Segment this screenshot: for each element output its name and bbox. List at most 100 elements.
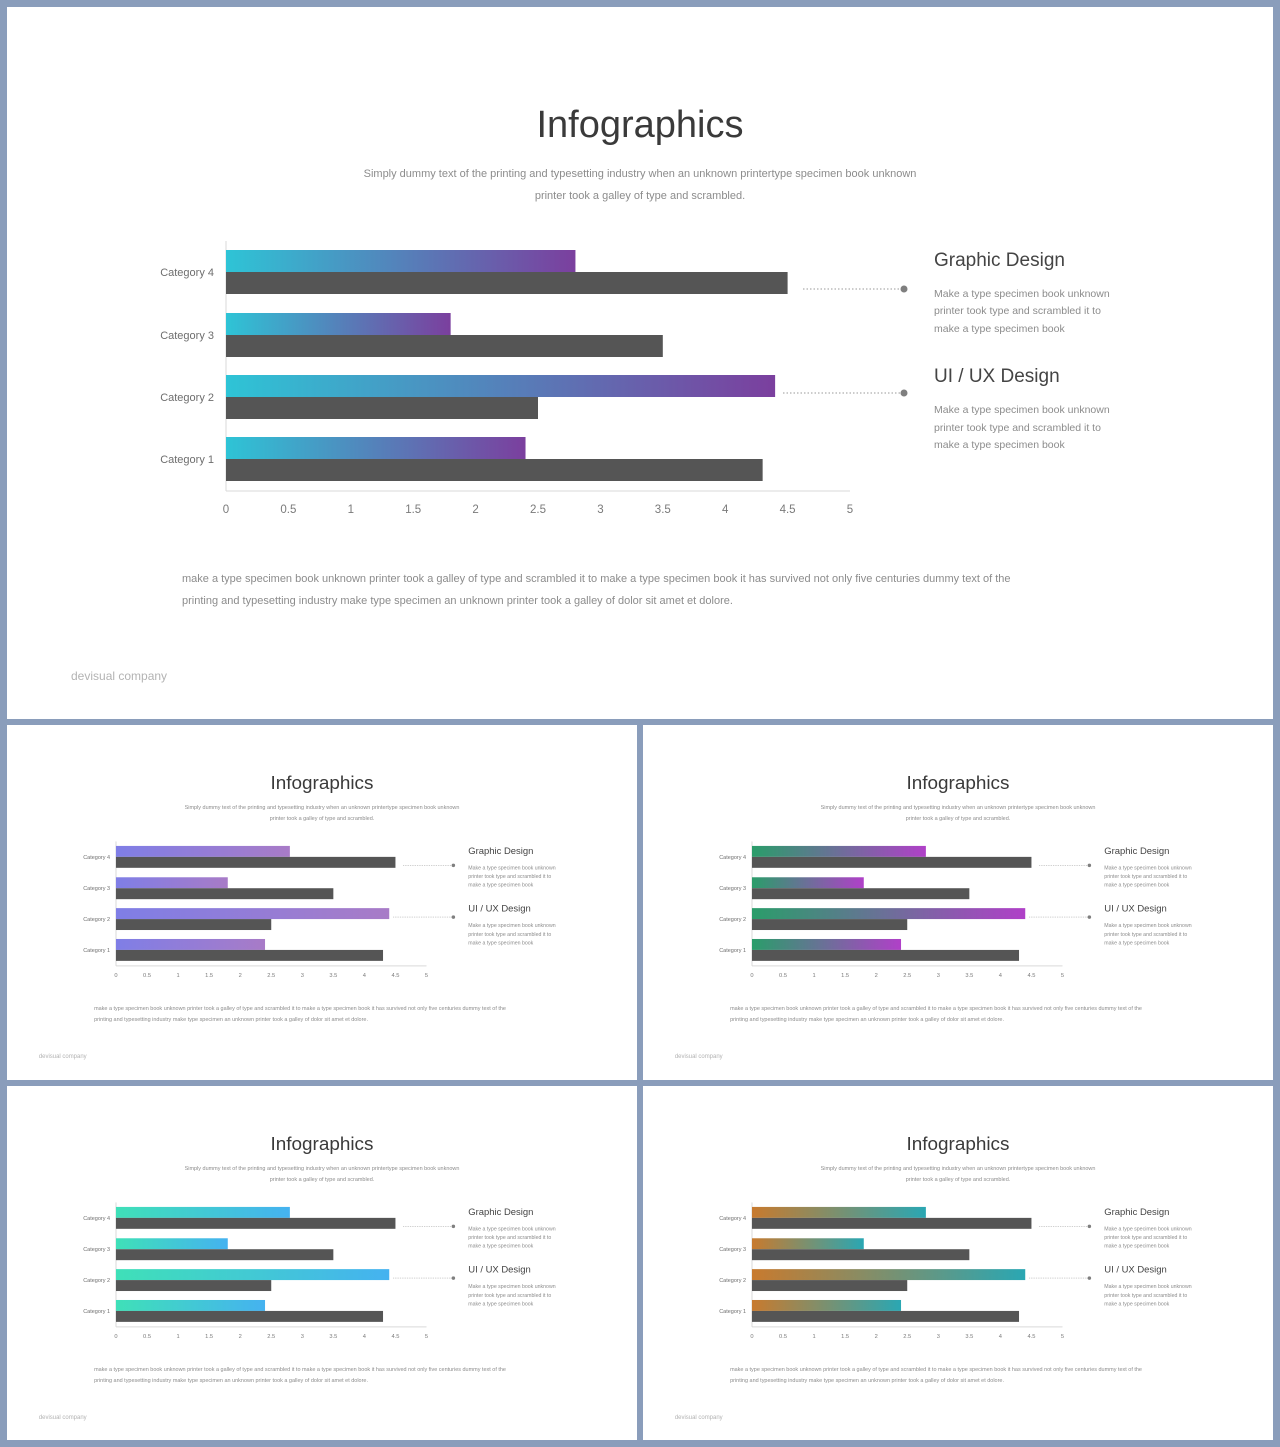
x-tick-label: 2 — [875, 973, 878, 979]
x-tick-label: 3 — [301, 973, 304, 979]
point-description-line: printer took type and scrambled it to — [468, 932, 551, 938]
bar-series-1 — [751, 1269, 1026, 1281]
x-tick-label: 3 — [597, 504, 603, 516]
slide-variant-4: Infographics Simply dummy text of the pri… — [643, 1086, 1273, 1440]
body-text-line-1: make a type specimen book unknown printe… — [94, 1367, 506, 1374]
x-tick-label: 5 — [425, 1334, 428, 1340]
bar-series-2 — [751, 1217, 1032, 1229]
x-tick-label: 0.5 — [779, 1334, 787, 1340]
point-title: Graphic Design — [468, 846, 533, 857]
point-title: UI / UX Design — [1104, 1265, 1166, 1276]
point-description-line: make a type specimen book — [934, 323, 1065, 335]
point-description-line: printer took type and scrambled it to — [1104, 1235, 1187, 1241]
bar-series-2 — [115, 856, 396, 868]
x-tick-label: 4.5 — [780, 504, 796, 516]
x-tick-label: 1.5 — [405, 504, 421, 516]
point-description-line: Make a type specimen book unknown — [1104, 1226, 1191, 1232]
x-tick-label: 2 — [875, 1334, 878, 1340]
x-tick-label: 4 — [999, 1334, 1003, 1340]
bar-chart: 0 0.5 1 1.5 2 2.5 3 3.5 4 4.5 5 Category 1 Category … — [83, 1202, 556, 1340]
bar-chart: 0 0.5 1 1.5 2 2.5 3 3.5 4 4.5 5 Category 1 Category … — [83, 841, 556, 979]
bar-series-1 — [115, 1238, 228, 1250]
x-tick-label: 1 — [176, 973, 179, 979]
company-footer: devisual company — [674, 1415, 723, 1422]
x-tick-label: 1.5 — [841, 973, 849, 979]
body-text-line-2: printing and typesetting industry make t… — [94, 1378, 368, 1385]
connector-dot-icon — [451, 1276, 456, 1280]
x-tick-label: 1 — [176, 1334, 179, 1340]
x-tick-label: 1 — [812, 973, 815, 979]
x-tick-label: 4 — [363, 973, 367, 979]
point-description-line: printer took type and scrambled it to — [934, 305, 1101, 317]
category-label: Category 3 — [83, 1247, 110, 1253]
point-description-line: Make a type specimen book unknown — [1104, 865, 1191, 871]
slide-subtitle-line-1: Simply dummy text of the printing and ty… — [363, 168, 917, 180]
slide-subtitle-line-1: Simply dummy text of the printing and ty… — [820, 1165, 1096, 1172]
slide-subtitle-line-2: printer took a galley of type and scramb… — [905, 815, 1011, 822]
x-tick-label: 3.5 — [329, 1334, 337, 1340]
bar-series-1 — [115, 908, 390, 920]
x-tick-label: 5 — [425, 973, 428, 979]
point-title: UI / UX Design — [468, 1265, 530, 1276]
point-title: Graphic Design — [1104, 1207, 1169, 1218]
point-description-line: Make a type specimen book unknown — [468, 1284, 555, 1290]
x-tick-label: 0 — [223, 504, 229, 516]
body-text-line-2: printing and typesetting industry make t… — [182, 595, 733, 607]
bar-series-1 — [226, 313, 451, 335]
x-tick-label: 2.5 — [267, 1334, 275, 1340]
point-description-line: Make a type specimen book unknown — [934, 288, 1110, 300]
category-label: Category 1 — [83, 948, 110, 954]
x-tick-label: 5 — [847, 504, 853, 516]
category-label: Category 3 — [83, 886, 110, 892]
x-tick-label: 0 — [114, 1334, 117, 1340]
point-description-line: printer took type and scrambled it to — [1104, 1293, 1187, 1299]
body-text-line-1: make a type specimen book unknown printe… — [94, 1006, 506, 1013]
category-label: Category 2 — [160, 392, 214, 404]
slide-subtitle-line-1: Simply dummy text of the printing and ty… — [184, 1165, 460, 1172]
slide-subtitle-line-2: printer took a galley of type and scramb… — [269, 1176, 375, 1183]
slide-variant-2: Infographics Simply dummy text of the pri… — [643, 725, 1273, 1080]
bar-series-2 — [751, 1249, 970, 1261]
point-title: UI / UX Design — [468, 904, 530, 915]
point-description-line: make a type specimen book — [468, 1244, 533, 1250]
slide-title: Infographics — [536, 104, 744, 146]
x-tick-label: 4 — [722, 504, 729, 516]
x-tick-label: 1.5 — [841, 1334, 849, 1340]
point-description-line: printer took type and scrambled it to — [468, 874, 551, 880]
x-tick-label: 0 — [750, 973, 753, 979]
bar-series-1 — [751, 845, 926, 857]
bar-series-2 — [115, 919, 272, 931]
bar-series-1 — [751, 1238, 864, 1250]
category-label: Category 2 — [719, 917, 746, 923]
slide-title: Infographics — [906, 772, 1010, 794]
category-label: Category 1 — [160, 454, 214, 466]
x-tick-label: 0 — [750, 1334, 753, 1340]
slide-title: Infographics — [906, 1133, 1010, 1155]
body-text-line-2: printing and typesetting industry make t… — [730, 1378, 1004, 1385]
x-tick-label: 3.5 — [965, 973, 973, 979]
point-title: Graphic Design — [468, 1207, 533, 1218]
bar-chart: 0 0.5 1 1.5 2 2.5 3 3.5 4 4.5 5 Category 1 Category … — [160, 241, 1110, 516]
body-text-line-2: printing and typesetting industry make t… — [94, 1017, 368, 1024]
point-description-line: Make a type specimen book unknown — [1104, 923, 1191, 929]
x-tick-label: 1 — [812, 1334, 815, 1340]
connector-dot-icon — [900, 389, 908, 397]
company-footer: devisual company — [674, 1054, 723, 1061]
body-text-line-1: make a type specimen book unknown printe… — [182, 573, 1011, 585]
connector-dot-icon — [1087, 1276, 1092, 1280]
x-tick-label: 3.5 — [329, 973, 337, 979]
category-label: Category 2 — [83, 917, 110, 923]
x-tick-label: 2.5 — [267, 973, 275, 979]
point-description-line: Make a type specimen book unknown — [468, 923, 555, 929]
connector-dot-icon — [451, 1224, 456, 1229]
x-tick-label: 2 — [239, 1334, 242, 1340]
slide-variant-1: Infographics Simply dummy text of the pri… — [7, 725, 637, 1080]
bar-series-1 — [115, 938, 266, 950]
bar-series-2 — [115, 888, 334, 900]
slide-title: Infographics — [270, 1133, 374, 1155]
x-tick-label: 0.5 — [779, 973, 787, 979]
x-tick-label: 1 — [348, 504, 354, 516]
bar-series-1 — [115, 1206, 290, 1218]
bar-series-2 — [226, 459, 763, 481]
x-tick-label: 3 — [937, 1334, 940, 1340]
